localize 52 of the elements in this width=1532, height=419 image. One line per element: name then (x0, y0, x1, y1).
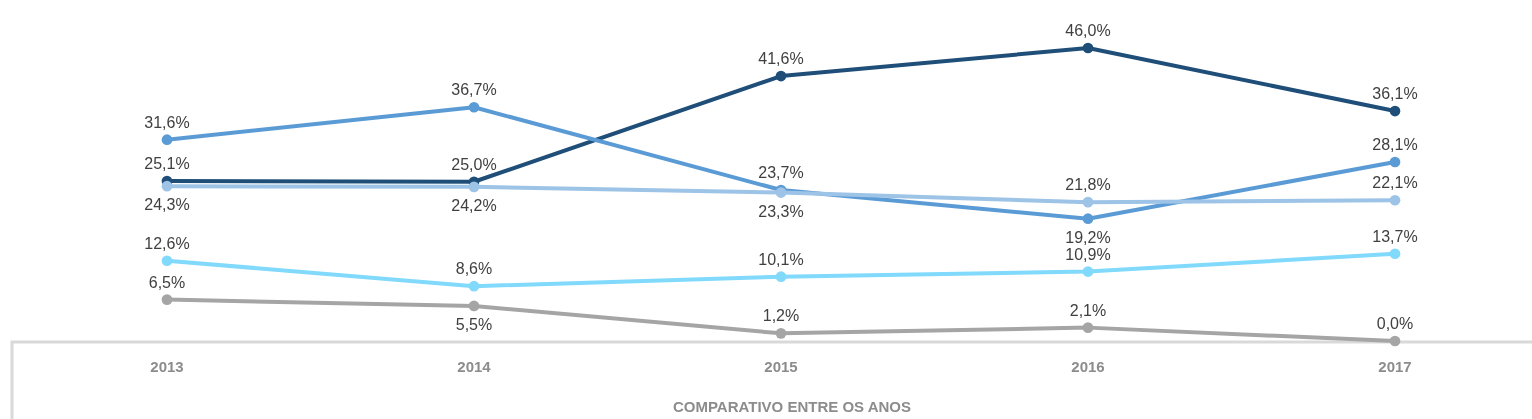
x-axis-title: COMPARATIVO ENTRE OS ANOS (672, 398, 912, 415)
x-tick-label: 2013 (150, 358, 184, 375)
point (775, 70, 787, 82)
point (1389, 156, 1401, 168)
point (161, 294, 173, 305)
data-label: 24,3% (144, 196, 190, 214)
data-label: 10,1% (758, 250, 804, 268)
data-label: 23,7% (758, 164, 804, 182)
point (468, 101, 480, 113)
data-label: 46,0% (1065, 22, 1111, 39)
data-label: 19,2% (1065, 228, 1111, 246)
data-label: 28,1% (1372, 136, 1418, 154)
data-label: 13,7% (1372, 227, 1418, 245)
point (468, 300, 480, 312)
x-tick-label: 2017 (1378, 358, 1412, 375)
x-tick-label: 2016 (1071, 358, 1105, 375)
data-label: 36,1% (1372, 85, 1418, 103)
point (1082, 322, 1094, 333)
data-label: 10,9% (1065, 245, 1111, 263)
point (161, 255, 173, 267)
x-tick-label: 2015 (764, 358, 798, 375)
data-label: 36,7% (451, 81, 497, 99)
x-tick-label: 2014 (457, 358, 492, 375)
point (468, 181, 480, 193)
point (1082, 266, 1094, 277)
point (468, 280, 480, 292)
data-label: 12,6% (144, 234, 190, 252)
point (1082, 42, 1094, 54)
data-label: 25,1% (144, 155, 190, 173)
point (1389, 335, 1401, 347)
point (1389, 248, 1401, 260)
data-label: 25,0% (451, 155, 497, 173)
point (161, 180, 173, 192)
point (1082, 196, 1094, 208)
point (161, 134, 173, 146)
data-label: 0,0% (1376, 315, 1414, 332)
data-label: 5,5% (455, 315, 493, 333)
data-label: 22,1% (1372, 174, 1418, 192)
data-label: 23,3% (758, 202, 804, 220)
point (1082, 213, 1094, 225)
point (775, 328, 787, 339)
data-label: 8,6% (455, 260, 493, 278)
data-label: 6,5% (148, 273, 186, 291)
data-label: 21,8% (1065, 176, 1111, 194)
data-label: 41,6% (758, 50, 804, 68)
point (1389, 194, 1401, 206)
data-label: 31,6% (144, 113, 190, 131)
data-label: 2,1% (1069, 301, 1107, 319)
point (775, 271, 787, 283)
data-label: 24,2% (451, 196, 497, 214)
data-label: 1,2% (762, 307, 800, 325)
point (1389, 105, 1401, 117)
